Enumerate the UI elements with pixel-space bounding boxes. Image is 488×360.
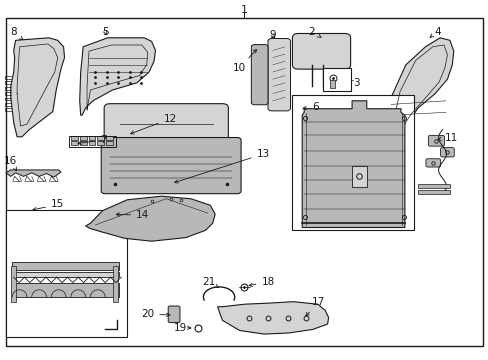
Polygon shape (85, 196, 215, 241)
Bar (351, 166, 366, 187)
Bar (97, 136, 104, 140)
Bar (80, 141, 86, 145)
Text: 20: 20 (141, 309, 169, 319)
Text: 10: 10 (233, 50, 256, 73)
Text: 11: 11 (437, 133, 457, 143)
Text: 16: 16 (4, 156, 18, 171)
Polygon shape (80, 38, 155, 115)
FancyBboxPatch shape (440, 148, 453, 157)
Text: 9: 9 (269, 30, 276, 40)
Text: 2: 2 (308, 27, 320, 37)
Text: 5: 5 (102, 27, 108, 37)
Text: 8: 8 (10, 27, 23, 40)
Bar (11, 266, 16, 302)
Text: 15: 15 (33, 199, 64, 211)
Text: 4: 4 (429, 27, 440, 37)
FancyBboxPatch shape (425, 159, 440, 167)
Bar (417, 190, 449, 194)
FancyBboxPatch shape (251, 45, 267, 105)
Bar (12, 272, 119, 277)
Bar (292, 95, 413, 230)
Text: 14: 14 (116, 210, 149, 220)
Bar (12, 262, 119, 270)
Text: 3: 3 (352, 78, 359, 88)
Text: 7: 7 (78, 135, 107, 145)
Text: 19: 19 (173, 323, 186, 333)
Bar (113, 266, 118, 302)
Bar (80, 136, 86, 140)
FancyBboxPatch shape (267, 39, 290, 111)
Text: 13: 13 (174, 149, 269, 183)
Text: 21: 21 (202, 277, 218, 288)
Text: 17: 17 (305, 297, 325, 316)
Bar (322, 68, 350, 91)
FancyBboxPatch shape (104, 104, 228, 141)
Bar (106, 136, 113, 140)
Bar (6, 210, 127, 337)
Bar (106, 141, 113, 145)
Text: 12: 12 (130, 114, 177, 134)
Polygon shape (302, 101, 404, 228)
Bar (417, 184, 449, 188)
Bar (329, 80, 334, 88)
Bar (12, 283, 119, 297)
Bar (71, 141, 78, 145)
Bar (71, 136, 78, 140)
Bar (88, 141, 95, 145)
FancyBboxPatch shape (101, 138, 241, 194)
FancyBboxPatch shape (427, 135, 444, 146)
FancyBboxPatch shape (292, 33, 350, 69)
Text: 6: 6 (303, 102, 318, 112)
Polygon shape (6, 170, 61, 177)
Text: 18: 18 (248, 277, 274, 287)
Bar (69, 136, 116, 147)
Polygon shape (11, 38, 64, 137)
Polygon shape (217, 302, 328, 334)
Bar (97, 141, 104, 145)
Polygon shape (383, 38, 453, 176)
FancyBboxPatch shape (168, 306, 180, 323)
Bar (88, 136, 95, 140)
Text: 1: 1 (241, 5, 247, 15)
